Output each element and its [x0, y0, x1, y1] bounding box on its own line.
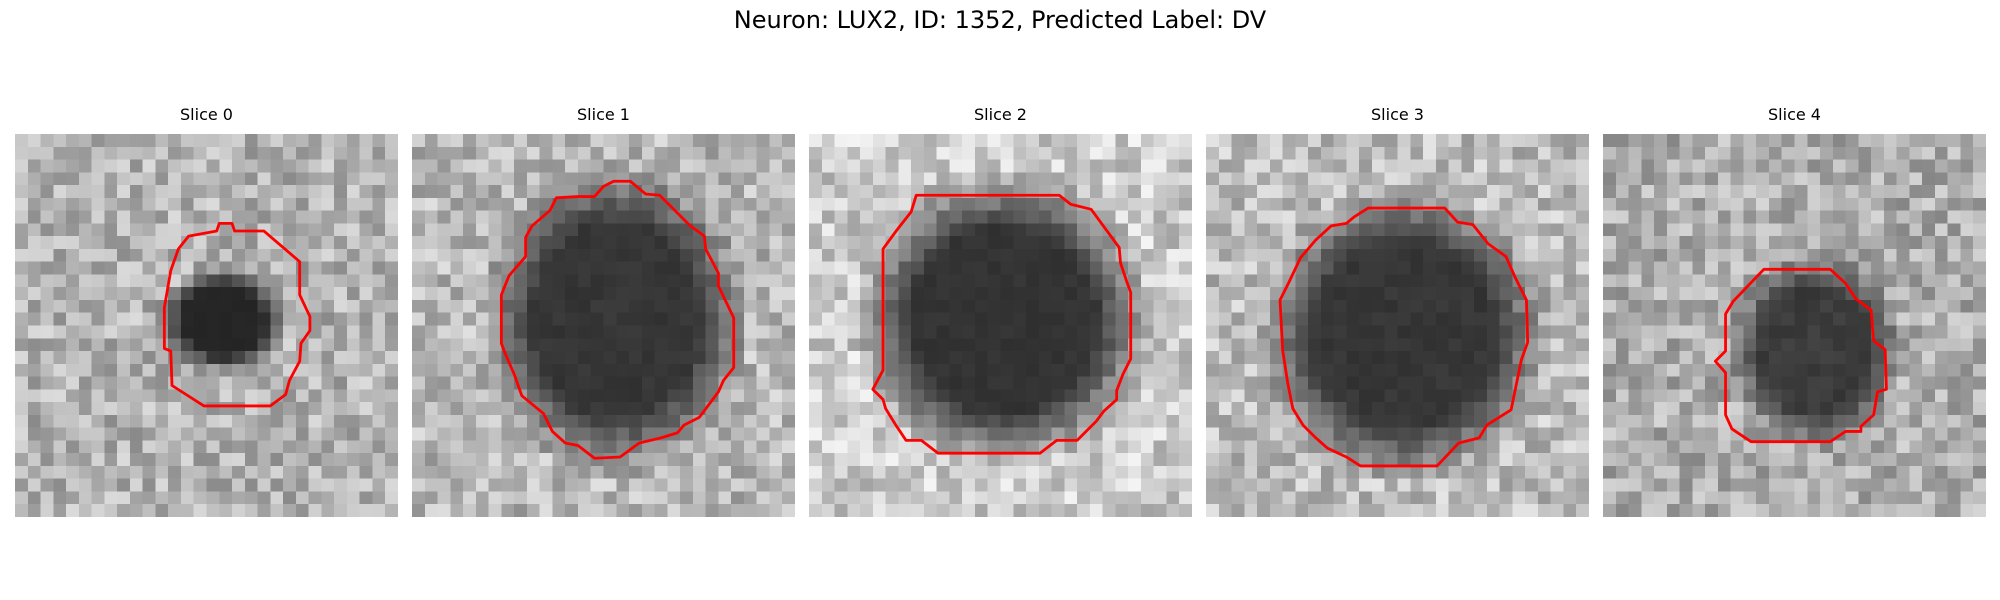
slice-image: [15, 134, 398, 517]
slice-panel-3: Slice 3: [1206, 105, 1589, 517]
segmentation-contour: [1713, 267, 1888, 444]
slice-image: [412, 134, 795, 517]
grayscale-patch: [1206, 134, 1589, 517]
segmentation-contour: [499, 179, 736, 460]
grayscale-patch: [1603, 134, 1986, 517]
slice-title: Slice 4: [1768, 105, 1821, 124]
slice-image: [809, 134, 1192, 517]
slice-panel-1: Slice 1: [412, 105, 795, 517]
slice-panel-4: Slice 4: [1603, 105, 1986, 517]
slice-image: [1206, 134, 1589, 517]
grayscale-patch: [15, 134, 398, 517]
slice-title: Slice 0: [180, 105, 233, 124]
figure-title: Neuron: LUX2, ID: 1352, Predicted Label:…: [733, 6, 1267, 34]
slice-image: [1603, 134, 1986, 517]
segmentation-contour: [871, 193, 1133, 455]
slice-title: Slice 1: [577, 105, 630, 124]
segmentation-contour: [1278, 206, 1530, 468]
slice-title: Slice 3: [1371, 105, 1424, 124]
slice-panel-2: Slice 2: [809, 105, 1192, 517]
segmentation-contour: [162, 221, 312, 408]
grayscale-patch: [809, 134, 1192, 517]
grayscale-patch: [412, 134, 795, 517]
slice-title: Slice 2: [974, 105, 1027, 124]
slice-panel-0: Slice 0: [15, 105, 398, 517]
